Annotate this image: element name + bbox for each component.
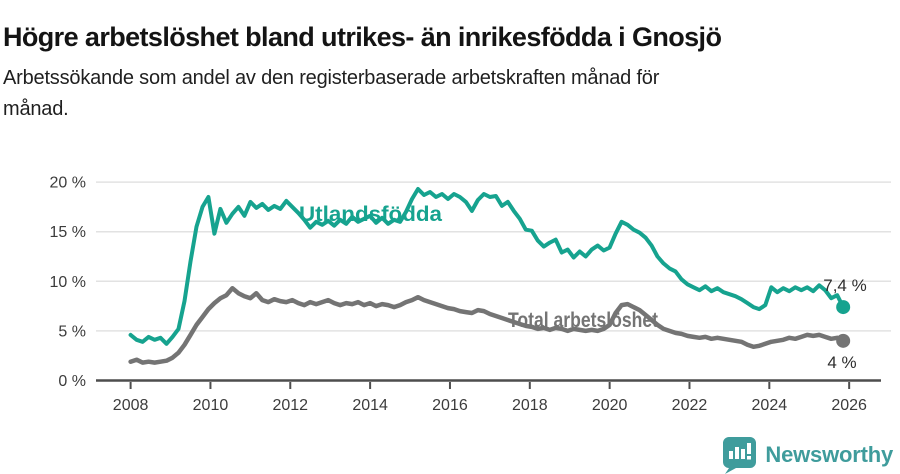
x-axis-tick-label: 2022	[672, 397, 708, 414]
x-axis-tick-label: 2014	[352, 397, 388, 414]
series-end-value-label-total-arbetsloshet: 4 %	[827, 353, 856, 372]
y-axis-tick-label: 10 %	[50, 274, 86, 291]
chart-subtitle-line2: månad.	[3, 98, 69, 120]
newsworthy-logo-icon	[723, 437, 757, 474]
x-axis-tick-label: 2010	[193, 397, 229, 414]
series-line-utlandsfodda	[128, 187, 846, 346]
x-axis-tick-label: 2008	[113, 397, 149, 414]
x-axis-tick-label: 2018	[512, 397, 548, 414]
chart-title: Högre arbetslöshet bland utrikes- än inr…	[3, 22, 722, 53]
logo-exclamation-stem	[747, 443, 752, 454]
x-axis-tick-label: 2020	[592, 397, 628, 414]
logo-exclamation-dot	[747, 456, 752, 460]
series-end-dot-total-arbetsloshet	[836, 333, 851, 348]
chart-subtitle: Arbetssökande som andel av den registerb…	[3, 63, 659, 125]
logo-bar-2	[735, 447, 740, 459]
logo-bar-3	[741, 449, 746, 459]
y-axis-tick-label: 0 %	[58, 373, 86, 390]
chart-subtitle-line1: Arbetssökande som andel av den registerb…	[3, 67, 660, 89]
y-axis-tick-label: 15 %	[50, 224, 86, 241]
x-axis-tick-label: 2024	[752, 397, 788, 414]
x-axis-tick-label: 2012	[272, 397, 308, 414]
series-end-value-label-utlandsfodda: 7,4 %	[823, 276, 866, 295]
brand-footer: Newsworthy	[721, 436, 893, 474]
logo-bar-1	[729, 451, 734, 459]
series-end-dot-utlandsfodda	[836, 300, 851, 315]
y-axis-tick-label: 5 %	[58, 323, 86, 340]
x-axis-tick-label: 2016	[432, 397, 468, 414]
series-name-label-total-arbetsloshet: Total arbetslöshet	[508, 309, 658, 332]
x-axis-tick-label: 2026	[831, 397, 867, 414]
brand-name: Newsworthy	[765, 442, 893, 467]
y-axis-tick-label: 20 %	[50, 175, 86, 192]
series-line-total-arbetsloshet	[128, 285, 846, 365]
series-name-label-utlandsfodda: Utlandsfödda	[299, 203, 442, 226]
logo-speech-bubble	[723, 437, 757, 474]
